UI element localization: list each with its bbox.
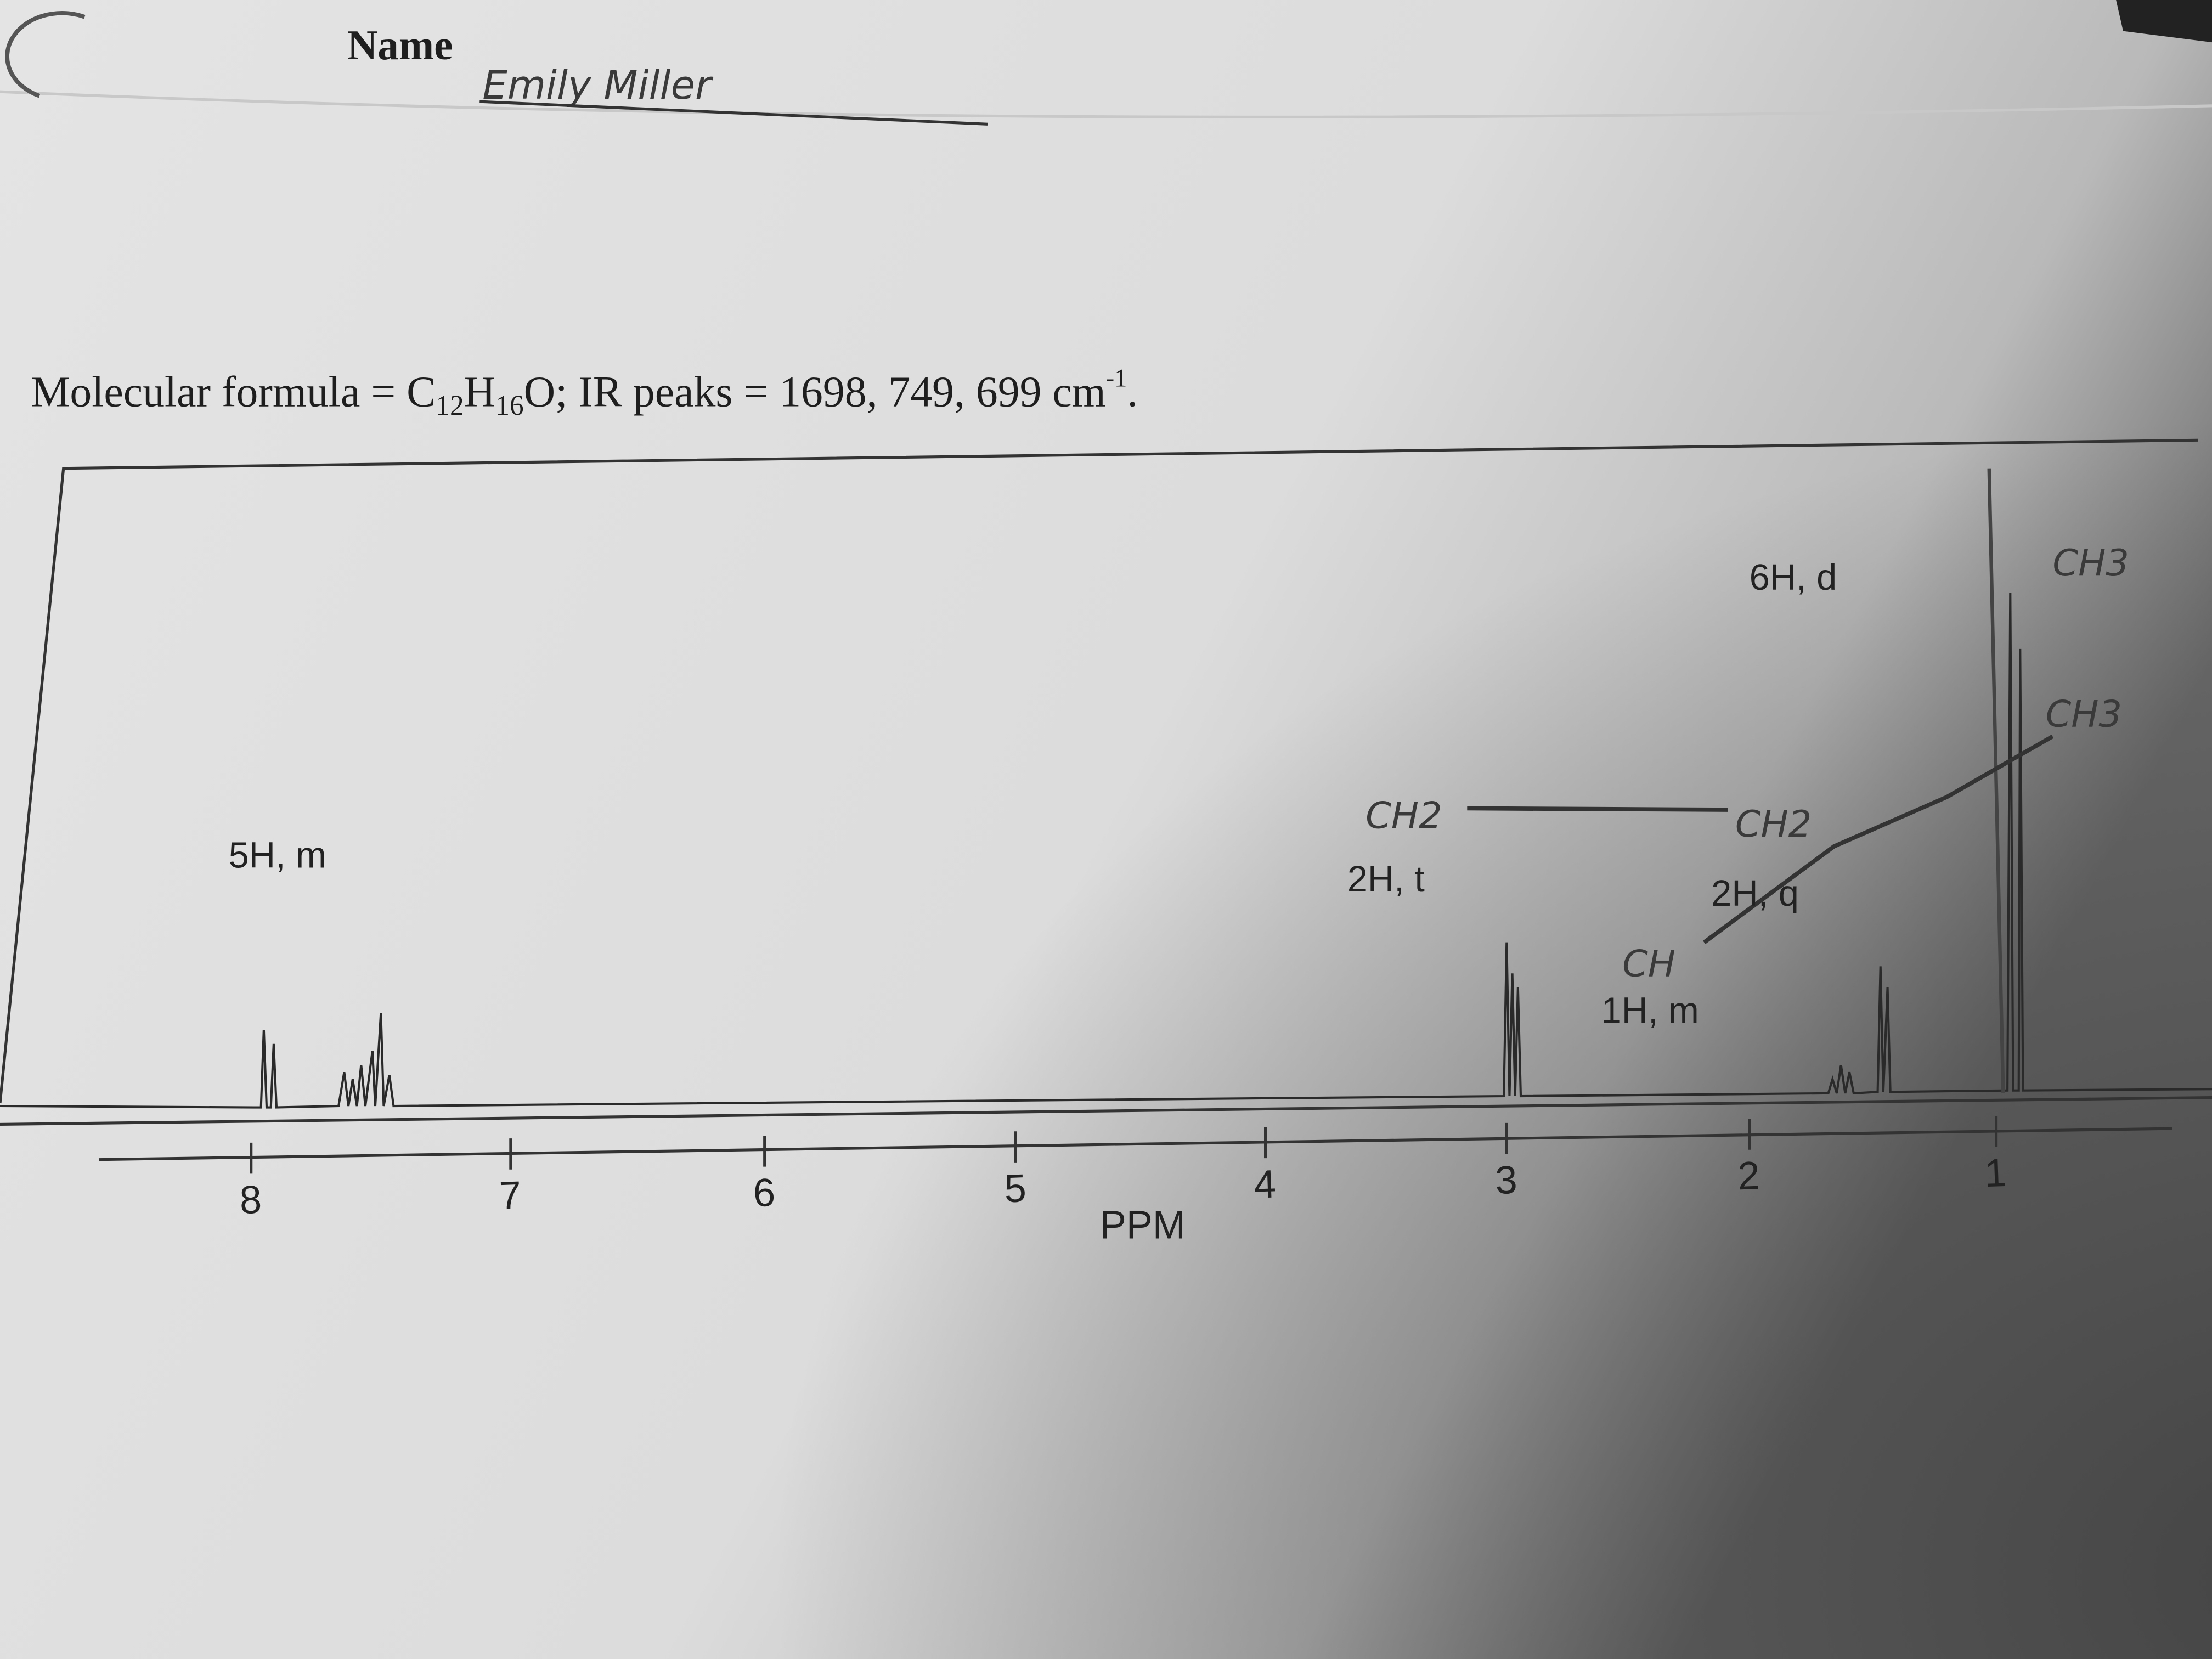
tick-label: 4 — [1253, 1162, 1277, 1206]
handwritten-group: CH2 — [1365, 794, 1442, 837]
handwritten-group: CH — [1622, 942, 1675, 985]
tick-label: 5 — [1003, 1166, 1027, 1211]
student-name: Emily Miller — [482, 62, 714, 108]
handwritten-group: CH3 — [2052, 541, 2129, 584]
axis-label: PPM — [1100, 1204, 1186, 1248]
frame-bottom — [0, 1096, 2212, 1126]
spectrum-trace — [0, 592, 2212, 1109]
axis-ticks: 8 7 6 5 4 3 2 1 — [239, 1116, 2007, 1222]
ppm-axis — [98, 1127, 2173, 1161]
pencil-line — [1987, 468, 2005, 1093]
name-underline — [479, 100, 988, 126]
peak-label: 6H, d — [1750, 557, 1837, 598]
tick-label: 1 — [1984, 1151, 2007, 1195]
tick-label: 6 — [752, 1171, 776, 1215]
page-edge — [0, 90, 2212, 119]
corner-dark — [2116, 0, 2212, 43]
pencil-line — [1467, 806, 1729, 812]
superscript: -1 — [1106, 365, 1127, 393]
name-label: Name — [347, 21, 453, 69]
spectrum-frame — [0, 438, 2198, 1104]
pencil-line — [1702, 734, 2054, 944]
formula-line: Molecular formula = C12H16O; IR peaks = … — [31, 365, 1138, 421]
spectrum — [0, 438, 2212, 1161]
formula-text: . — [1127, 368, 1138, 416]
tick-label: 7 — [499, 1173, 522, 1218]
formula-text: O; IR peaks = 1698, 749, 699 cm — [524, 368, 1106, 416]
tick-label: 2 — [1737, 1154, 1760, 1198]
peak-label: 2H, q — [1711, 873, 1799, 914]
formula-text: H — [464, 368, 496, 416]
handwritten-group: CH2 — [1735, 803, 1812, 845]
peak-label: 1H, m — [1601, 990, 1699, 1031]
handwritten-group: CH3 — [2046, 692, 2122, 735]
punch-hole — [5, 11, 86, 98]
tick-label: 3 — [1494, 1158, 1518, 1203]
tick-label: 8 — [239, 1178, 262, 1222]
subscript: 16 — [495, 390, 523, 421]
subscript: 12 — [436, 390, 464, 421]
peak-label: 2H, t — [1347, 859, 1425, 900]
peak-label: 5H, m — [229, 834, 326, 876]
formula-text: Molecular formula = C — [31, 368, 436, 416]
